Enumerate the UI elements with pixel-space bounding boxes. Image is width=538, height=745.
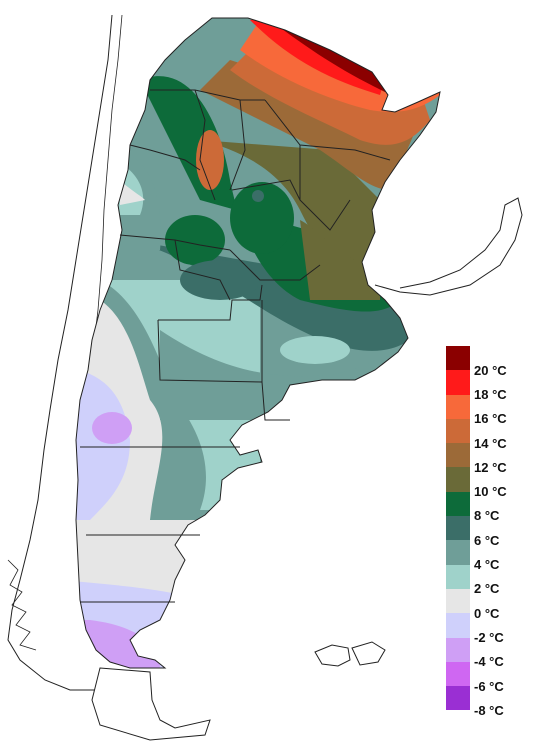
- province-borders: [75, 17, 441, 669]
- legend-row-minus2: -2 °C: [446, 613, 526, 645]
- tierra-del-fuego-outline: [91, 667, 211, 741]
- legend-label: 8 °C: [474, 508, 500, 524]
- legend-label: 16 °C: [474, 411, 507, 427]
- legend-label: -4 °C: [474, 654, 504, 670]
- legend-swatch: [446, 491, 470, 517]
- legend-swatch: [446, 346, 470, 371]
- chile-coast-fjords: [7, 559, 37, 651]
- legend-label: 12 °C: [474, 459, 507, 475]
- legend-label: 20 °C: [474, 362, 507, 378]
- legend-row-minus4: -4 °C: [446, 637, 526, 669]
- uruguay-outline: [374, 197, 523, 296]
- legend-swatch: [446, 394, 470, 419]
- legend-label: 18 °C: [474, 386, 507, 402]
- legend-label: -6 °C: [474, 678, 504, 694]
- legend-row-8: 8 °C: [446, 491, 526, 523]
- legend-label: 4 °C: [474, 557, 500, 573]
- legend-swatch: [446, 564, 470, 589]
- temperature-legend: 20 °C 18 °C 16 °C 14 °C 12 °C 10 °C 8 °C…: [446, 346, 526, 718]
- legend-swatch: [446, 588, 470, 614]
- legend-swatch: [446, 613, 470, 638]
- legend-label: 0 °C: [474, 605, 500, 621]
- legend-label: 2 °C: [474, 581, 500, 597]
- legend-row-6: 6 °C: [446, 516, 526, 548]
- legend-row-4: 4 °C: [446, 540, 526, 572]
- legend-row-20: 20 °C: [446, 346, 526, 378]
- legend-swatch: [446, 661, 470, 687]
- legend-swatch: [446, 540, 470, 565]
- legend-row-14: 14 °C: [446, 418, 526, 451]
- legend-swatch: [446, 686, 470, 711]
- legend-row-0: 0 °C: [446, 588, 526, 621]
- legend-label: 14 °C: [474, 435, 507, 451]
- legend-swatch: [446, 370, 470, 395]
- legend-label: -2 °C: [474, 629, 504, 645]
- legend-row-16: 16 °C: [446, 394, 526, 426]
- legend-label: 10 °C: [474, 484, 507, 500]
- legend-row-minus6: -6 °C: [446, 661, 526, 694]
- legend-swatch: [446, 443, 470, 468]
- legend-swatch: [446, 516, 470, 541]
- legend-row-12: 12 °C: [446, 443, 526, 475]
- legend-swatch: [446, 637, 470, 662]
- malvinas-islands: [314, 641, 386, 667]
- chile-coastline: [7, 14, 113, 691]
- legend-label: 6 °C: [474, 532, 500, 548]
- legend-swatch: [446, 467, 470, 492]
- legend-row-10: 10 °C: [446, 467, 526, 499]
- legend-row-minus8: -8 °C: [446, 686, 526, 718]
- legend-row-18: 18 °C: [446, 370, 526, 402]
- legend-swatch: [446, 418, 470, 444]
- legend-label: -8 °C: [474, 702, 504, 718]
- legend-row-2: 2 °C: [446, 564, 526, 596]
